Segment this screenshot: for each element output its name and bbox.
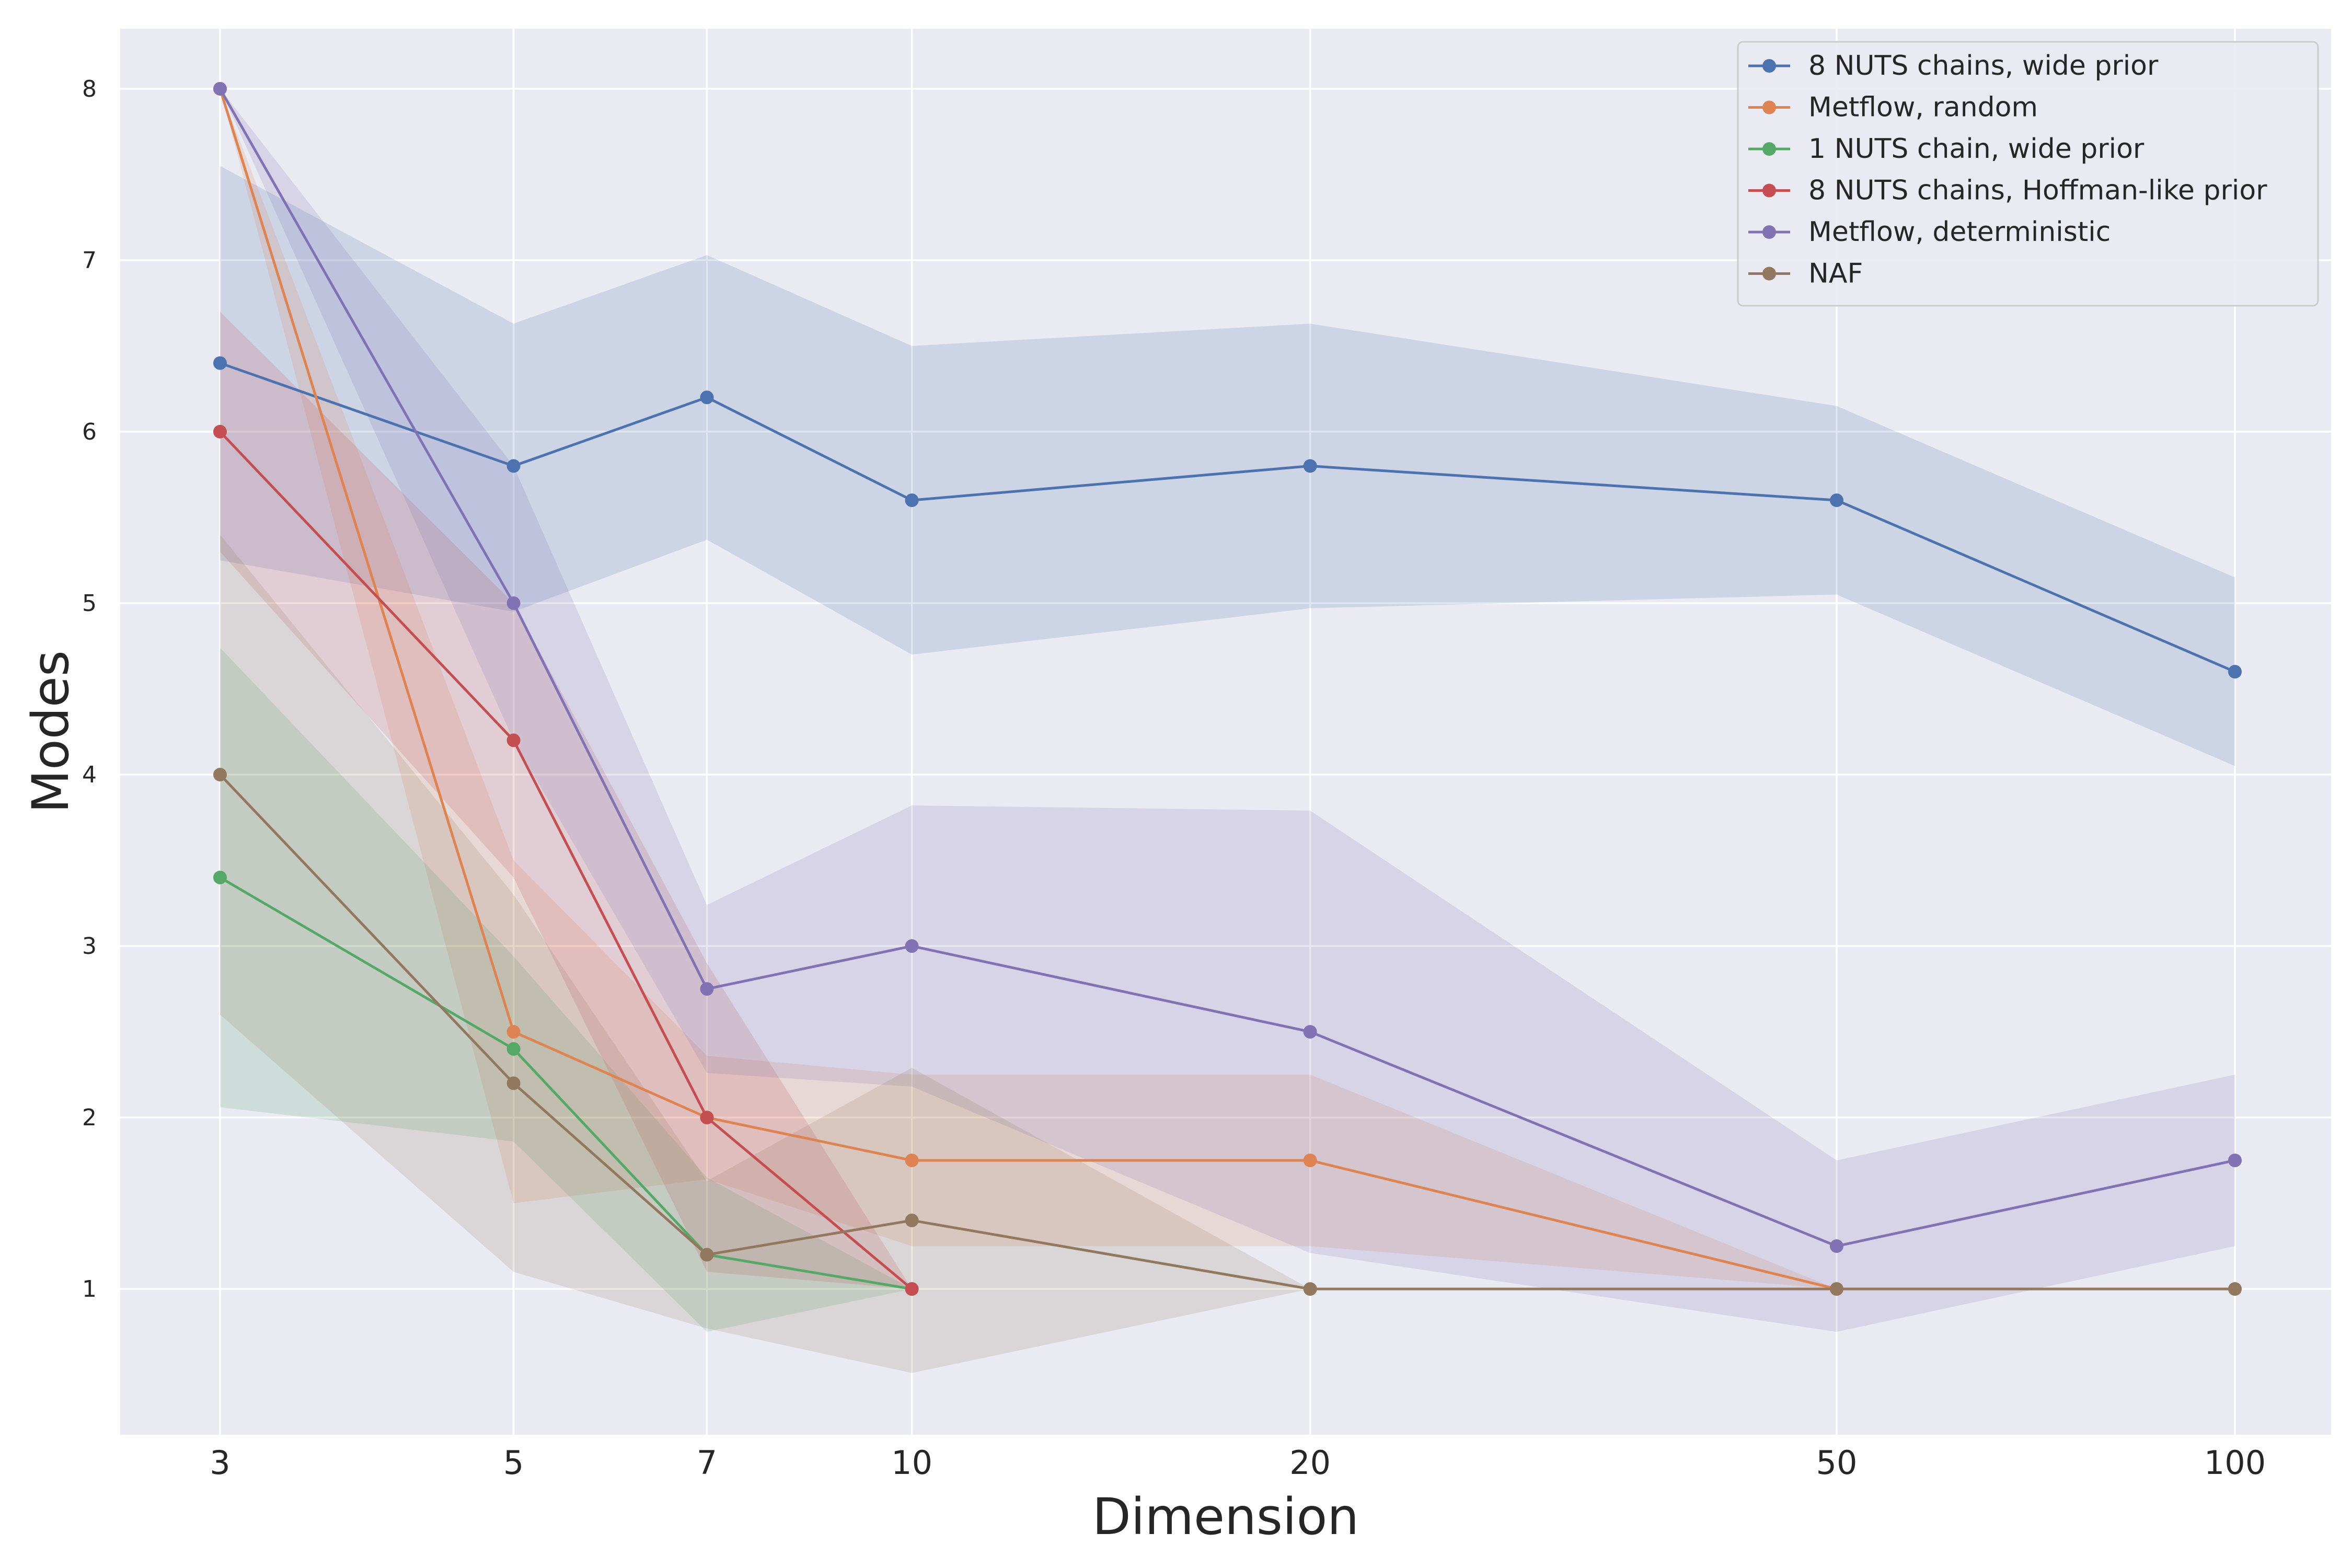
y-tick-label: 2: [82, 1104, 97, 1131]
legend-marker: [1762, 225, 1776, 239]
data-point: [506, 733, 521, 747]
legend-marker: [1762, 183, 1776, 198]
data-point: [905, 939, 919, 953]
legend-label: Metflow, deterministic: [1808, 216, 2111, 248]
x-tick-label: 10: [891, 1444, 932, 1482]
data-point: [1829, 1282, 1843, 1296]
x-tick-label: 20: [1289, 1444, 1331, 1482]
data-point: [1829, 1239, 1843, 1253]
legend-label: Metflow, random: [1808, 92, 2038, 123]
y-tick-label: 5: [82, 590, 97, 617]
data-point: [506, 459, 521, 473]
y-tick-label: 8: [82, 76, 97, 102]
confidence-band: [220, 312, 912, 1289]
x-tick-label: 7: [697, 1444, 717, 1482]
legend-label: 8 NUTS chains, wide prior: [1808, 50, 2159, 82]
x-tick-label: 50: [1816, 1444, 1858, 1482]
data-point: [905, 1282, 919, 1296]
y-tick-label: 6: [82, 419, 97, 445]
series-line: [219, 431, 913, 1290]
legend-box: [1737, 41, 2319, 307]
data-point: [1829, 493, 1843, 508]
data-point: [506, 1042, 521, 1056]
data-point: [905, 1213, 919, 1227]
data-point: [1303, 1154, 1317, 1168]
legend-label: NAF: [1808, 258, 1863, 290]
confidence-band: [220, 88, 2235, 1332]
data-point: [1303, 1282, 1317, 1296]
data-point: [213, 356, 227, 370]
data-point: [1303, 459, 1317, 473]
grid: [120, 29, 2331, 1435]
data-point: [506, 1025, 521, 1039]
x-tick-labels: 3 5 7 10 20 50 100: [210, 1444, 2266, 1482]
legend-marker: [1762, 100, 1776, 114]
data-point: [2228, 1282, 2242, 1296]
confidence-band: [220, 166, 2235, 766]
data-point: [700, 982, 714, 996]
data-point: [506, 1076, 521, 1090]
data-point: [2228, 1154, 2242, 1168]
data-point: [700, 1111, 714, 1125]
y-tick-label: 1: [82, 1276, 97, 1302]
y-axis-title: Modes: [21, 650, 80, 813]
legend-label: 1 NUTS chain, wide prior: [1808, 133, 2145, 165]
data-point: [213, 424, 227, 439]
x-axis-title: Dimension: [1092, 1488, 1359, 1546]
data-point: [905, 1154, 919, 1168]
series-line: [219, 876, 913, 1290]
confidence-band: [220, 648, 912, 1332]
legend-marker: [1762, 267, 1776, 281]
series-points: [213, 82, 2242, 1296]
confidence-bands: [220, 88, 2235, 1373]
data-point: [905, 493, 919, 508]
legend-label: 8 NUTS chains, Hoffman-like prior: [1808, 175, 2267, 206]
data-point: [1303, 1025, 1317, 1039]
x-tick-label: 100: [2204, 1444, 2266, 1482]
x-tick-label: 3: [210, 1444, 230, 1482]
data-point: [700, 390, 714, 405]
legend-marker: [1762, 142, 1776, 156]
y-tick-labels: 1 2 3 4 5 6 7 8: [82, 76, 97, 1302]
x-tick-label: 5: [503, 1444, 524, 1482]
data-point: [700, 1248, 714, 1262]
legend-marker: [1762, 59, 1776, 73]
data-point: [213, 768, 227, 782]
data-point: [213, 870, 227, 884]
data-point: [506, 596, 521, 610]
y-tick-label: 7: [82, 247, 97, 274]
data-point: [2228, 665, 2242, 679]
data-point: [213, 82, 227, 96]
legend: 8 NUTS chains, wide prior Metflow, random…: [1737, 41, 2319, 307]
y-tick-label: 4: [82, 762, 97, 788]
y-tick-label: 3: [82, 933, 97, 960]
